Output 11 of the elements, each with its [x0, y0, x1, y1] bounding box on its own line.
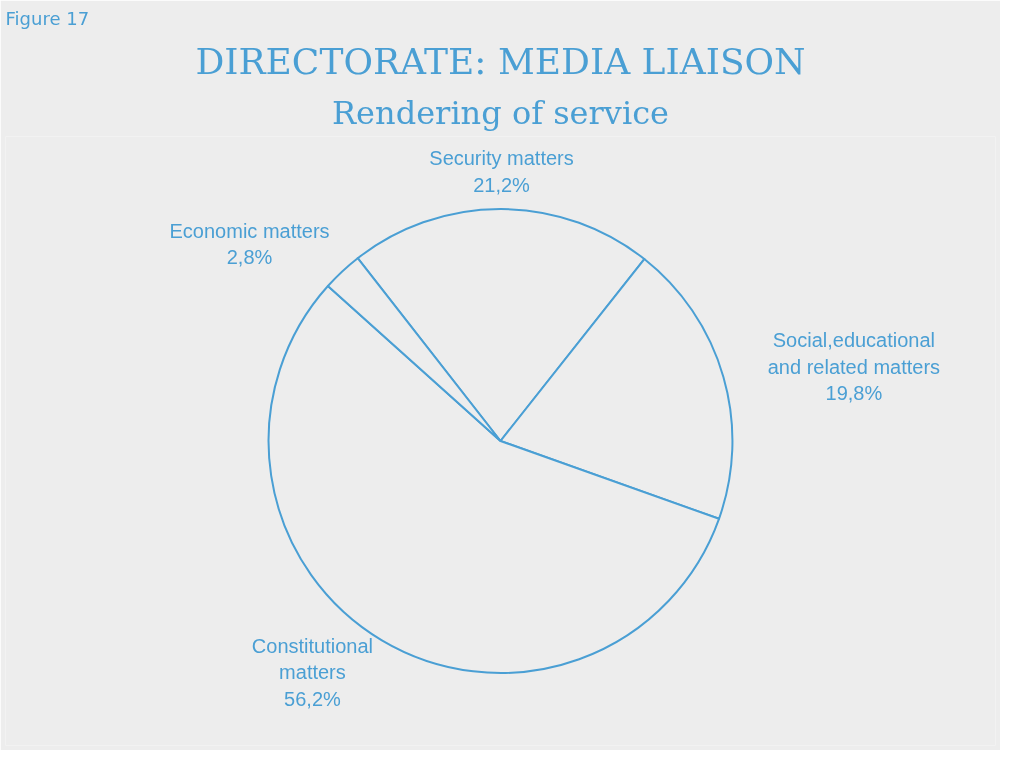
slice-label: Economic matters	[169, 219, 330, 242]
slice-label: Constitutional matters	[251, 635, 374, 684]
caption: Figure 17	[5, 7, 90, 29]
data-label: 19,8%	[825, 381, 883, 404]
slice-label: Social,educational and related matters	[767, 329, 941, 378]
chart-subtitle: Rendering of service	[332, 93, 669, 132]
slice-label: Security matters	[429, 147, 574, 170]
data-label: 21,2%	[473, 173, 531, 196]
data-label: 2,8%	[226, 246, 273, 269]
chart-title: DIRECTORATE: MEDIA LIAISON	[195, 40, 806, 82]
data-label: 56,2%	[284, 687, 342, 710]
